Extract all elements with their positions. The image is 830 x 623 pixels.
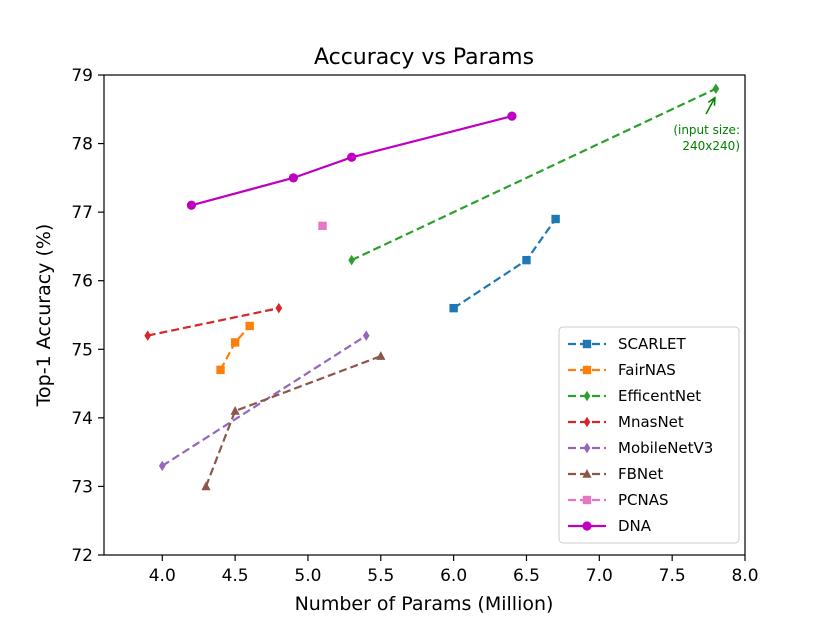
data-point-fairnas	[216, 365, 225, 375]
legend-item-mnasnet: MnasNet	[568, 413, 684, 431]
series-mnasnet	[144, 302, 283, 341]
legend-label-fairnas: FairNAS	[618, 361, 676, 379]
data-point-fairnas	[245, 321, 254, 331]
legend-item-fairnas: FairNAS	[568, 361, 676, 379]
x-axis-label: Number of Params (Million)	[295, 593, 554, 615]
series-line-efficentnet	[351, 87, 717, 262]
y-axis-label: Top-1 Accuracy (%)	[33, 224, 55, 408]
y-tick-label: 77	[71, 203, 93, 223]
data-point-pcnas	[318, 221, 327, 231]
x-tick-label: 7.0	[586, 566, 613, 586]
legend-label-scarlet: SCARLET	[618, 335, 687, 353]
legend-item-pcnas: PCNAS	[568, 491, 669, 509]
x-tick-label: 5.5	[367, 566, 394, 586]
legend-marker-fairnas	[582, 365, 592, 375]
annotation-text: (input size:	[673, 123, 740, 137]
legend-label-mnasnet: MnasNet	[618, 413, 684, 431]
annotation-arrowhead	[707, 96, 716, 106]
legend-label-fbnet: FBNet	[618, 465, 663, 483]
y-tick-label: 75	[71, 340, 93, 360]
annotation-arrow	[705, 97, 716, 115]
series-line-fbnet	[204, 355, 382, 487]
data-point-mnasnet	[144, 330, 152, 341]
series-fairnas	[216, 321, 254, 375]
legend-item-mobilenetv3: MobileNetV3	[568, 439, 713, 457]
series-line-dna	[191, 115, 513, 207]
data-point-mnasnet	[275, 302, 283, 314]
legend: SCARLET FairNAS EfficentNet MnasNet MobileNe…	[558, 326, 740, 544]
series-fbnet	[201, 351, 386, 491]
legend-label-dna: DNA	[618, 517, 652, 535]
legend-item-efficentnet: EfficentNet	[568, 387, 701, 405]
data-point-efficentnet	[348, 254, 356, 266]
plot-area	[144, 83, 720, 491]
legend-label-mobilenetv3: MobileNetV3	[618, 439, 713, 457]
x-tick-label: 4.5	[222, 566, 249, 586]
data-point-fbnet	[376, 351, 386, 360]
legend-marker-fbnet	[582, 468, 592, 478]
x-tick-label: 7.5	[659, 566, 686, 586]
data-point-scarlet	[522, 255, 531, 265]
x-tick-label: 4.0	[149, 566, 176, 586]
chart-title: Accuracy vs Params	[314, 45, 534, 70]
series-dna	[186, 111, 517, 210]
data-point-efficentnet	[712, 83, 720, 94]
annotation: (input size: 240x240)	[673, 96, 740, 153]
legend-marker-dna	[582, 521, 592, 531]
legend-item-scarlet: SCARLET	[568, 335, 687, 353]
data-point-mobilenetv3	[362, 330, 370, 341]
x-axis-ticks: 4.0 4.5 5.0 5.5 6.0 6.5 7.0 7.5 8.0	[149, 555, 759, 586]
y-tick-label: 79	[71, 66, 93, 86]
series-scarlet	[449, 214, 560, 313]
legend-label-pcnas: PCNAS	[618, 491, 669, 509]
x-tick-label: 6.0	[440, 566, 467, 586]
x-tick-label: 6.5	[513, 566, 540, 586]
annotation-text: 240x240)	[682, 139, 740, 153]
x-tick-label: 5.0	[294, 566, 321, 586]
series-line-mnasnet	[147, 307, 280, 337]
x-tick-label: 8.0	[731, 566, 758, 586]
legend-marker-scarlet	[582, 339, 592, 349]
data-point-scarlet	[551, 214, 560, 224]
y-tick-label: 78	[71, 135, 93, 155]
plot-frame	[103, 74, 746, 556]
legend-label-efficentnet: EfficentNet	[618, 387, 701, 405]
legend-marker-efficentnet	[583, 390, 591, 402]
legend-item-dna: DNA	[568, 517, 652, 535]
legend-marker-mobilenetv3	[583, 442, 591, 454]
series-pcnas	[318, 221, 327, 231]
y-axis-ticks: 72 73 74 75 76 77 78 79	[71, 66, 104, 566]
series-efficentnet	[348, 83, 720, 266]
legend-box	[558, 326, 740, 544]
data-point-dna	[347, 152, 357, 162]
legend-item-fbnet: FBNet	[568, 465, 663, 483]
data-point-mobilenetv3	[158, 460, 166, 472]
series-line-scarlet	[453, 218, 557, 310]
y-tick-label: 72	[71, 546, 93, 566]
data-point-dna	[186, 200, 197, 210]
data-point-scarlet	[449, 303, 458, 313]
y-tick-label: 76	[71, 272, 93, 292]
data-point-fbnet	[230, 405, 240, 415]
data-point-dna	[507, 111, 517, 121]
data-point-fbnet	[201, 481, 211, 491]
legend-marker-mnasnet	[583, 416, 591, 428]
legend-marker-pcnas	[582, 495, 592, 505]
data-point-fairnas	[230, 338, 240, 347]
y-tick-label: 73	[71, 477, 93, 497]
series-line-fairnas	[219, 325, 251, 371]
y-tick-label: 74	[71, 409, 93, 429]
data-point-dna	[288, 173, 299, 183]
